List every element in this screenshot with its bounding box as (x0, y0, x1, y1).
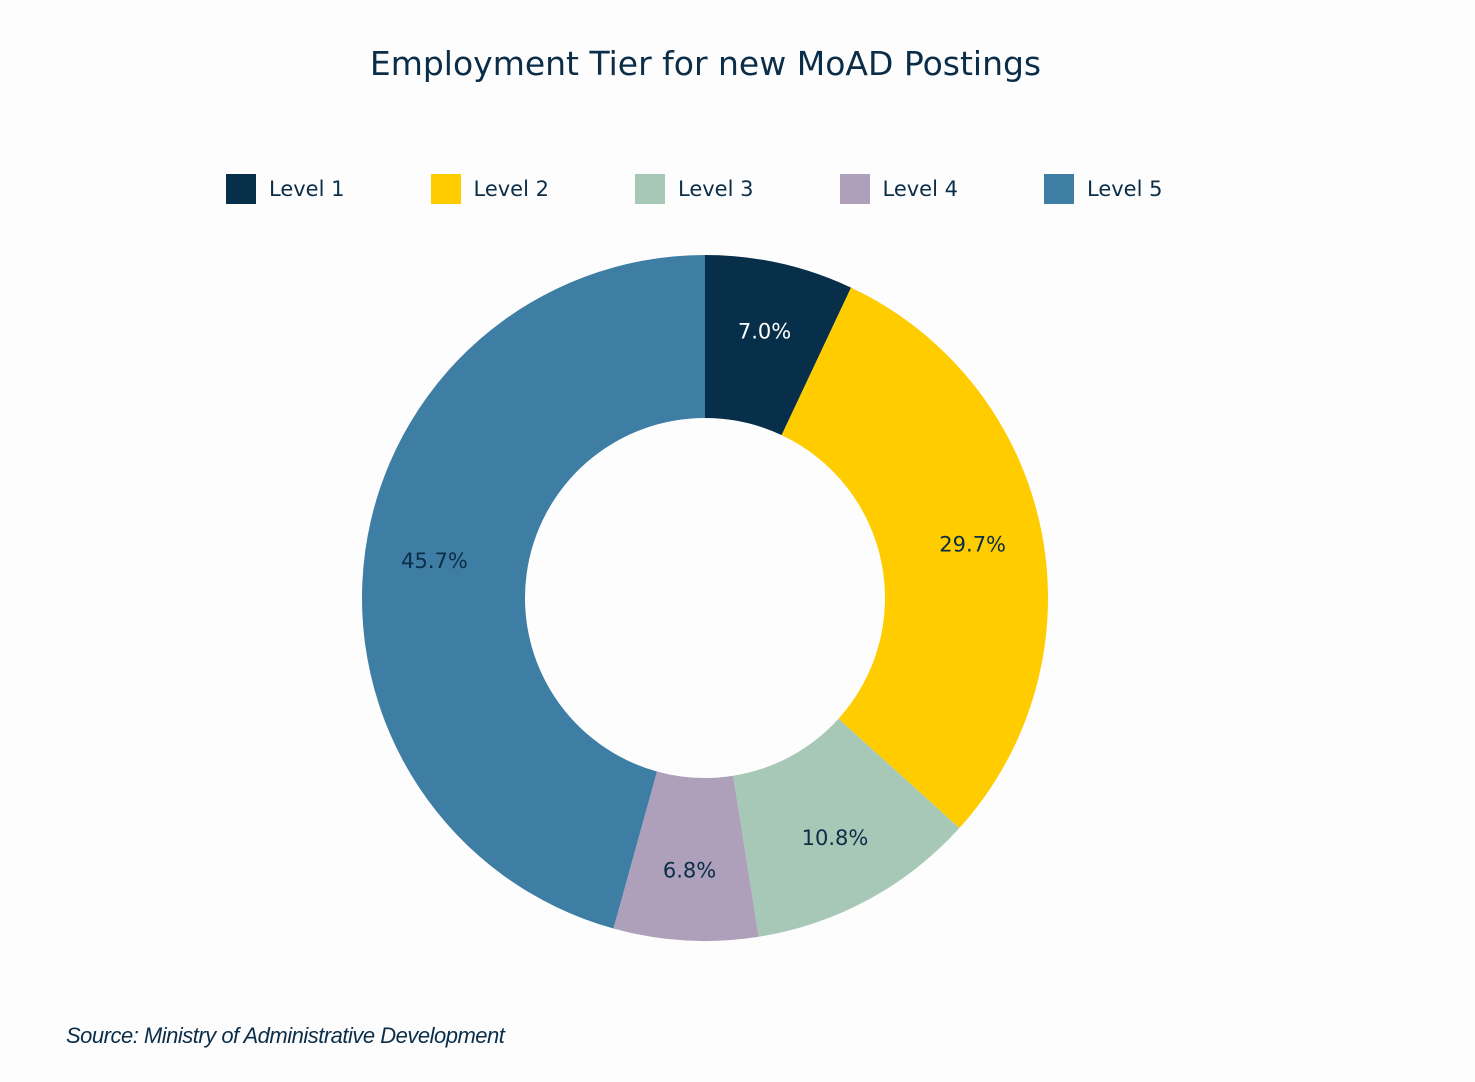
legend-label: Level 1 (269, 177, 345, 201)
legend-item-4: Level 4 (839, 173, 958, 205)
legend-label: Level 2 (473, 177, 549, 201)
legend-item-1: Level 1 (226, 173, 344, 205)
donut-slice-1 (705, 255, 852, 436)
chart-title: Employment Tier for new MoAD Postings (369, 44, 1042, 83)
slice-label-3: 10.8% (802, 826, 869, 850)
legend-item-5: Level 5 (1044, 173, 1162, 205)
legend-item-3: Level 3 (635, 173, 753, 205)
legend-swatch (430, 174, 461, 204)
donut-slice-2 (781, 287, 1049, 829)
donut-slice-5 (361, 255, 705, 929)
legend-label: Level 4 (882, 177, 958, 201)
legend-label: Level 5 (1087, 177, 1163, 201)
legend-swatch (226, 174, 256, 204)
donut-slice-3 (733, 718, 960, 937)
legend-swatch (635, 174, 665, 204)
slice-label-1: 7.0% (738, 320, 791, 344)
legend-item-2: Level 2 (430, 173, 549, 205)
slice-label-5: 45.7% (401, 549, 468, 573)
source-note: Source: Ministry of Administrative Devel… (66, 1023, 505, 1048)
legend-label: Level 3 (678, 177, 754, 201)
slice-label-2: 29.7% (939, 532, 1006, 556)
legend-swatch (1044, 174, 1074, 204)
slice-label-4: 6.8% (663, 859, 716, 883)
donut-slice-4 (613, 771, 759, 941)
legend-swatch (839, 174, 870, 204)
